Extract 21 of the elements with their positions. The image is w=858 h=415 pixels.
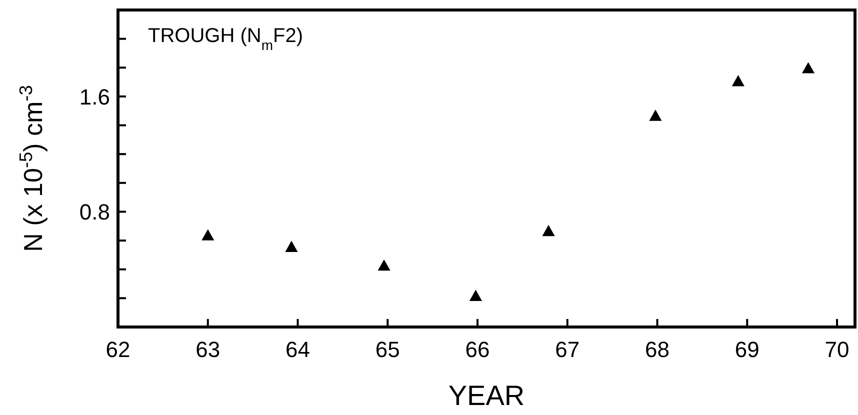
- x-tick-label: 69: [734, 337, 760, 362]
- point: [202, 229, 214, 240]
- x-axis-title: YEAR: [448, 380, 525, 411]
- x-tick-label: 62: [106, 337, 130, 362]
- point: [732, 75, 744, 86]
- point: [378, 259, 390, 271]
- x-tick-label: 63: [196, 337, 220, 362]
- point: [649, 110, 662, 121]
- y-tick-label: 1.6: [79, 84, 110, 110]
- y-tick-label: 0.8: [79, 200, 110, 225]
- x-tick-label: 65: [375, 337, 400, 362]
- point: [469, 290, 482, 301]
- x-tick-label: 66: [465, 337, 490, 362]
- point: [802, 62, 815, 74]
- x-tick-label: 67: [555, 337, 580, 362]
- point: [285, 240, 298, 252]
- x-tick-label: 64: [286, 337, 310, 362]
- x-tick-label: 68: [645, 337, 670, 362]
- annotation: TROUGH (N$_{m}$F2): [148, 25, 303, 53]
- point: [542, 224, 555, 236]
- x-tick-label: 70: [824, 337, 850, 362]
